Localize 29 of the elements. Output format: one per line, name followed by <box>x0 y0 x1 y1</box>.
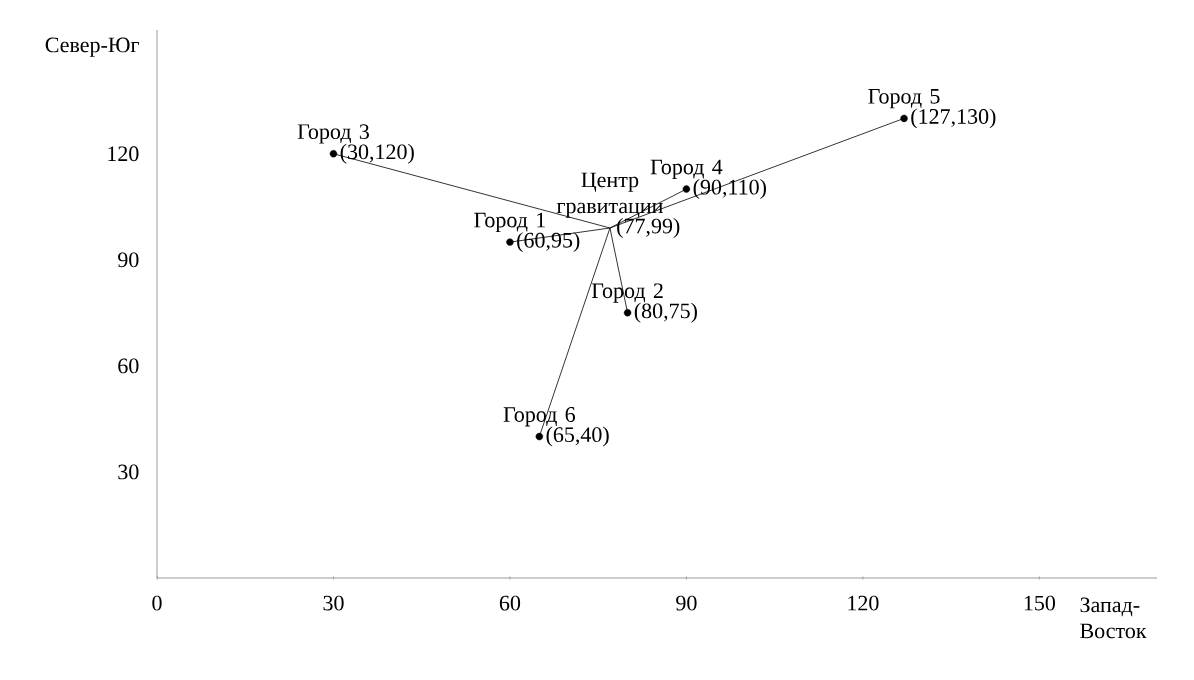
annotation: Город 5 <box>868 89 940 109</box>
annotation: Город 1 <box>474 212 545 232</box>
y-tick-label: 120 <box>108 146 139 162</box>
annotation: (60,95) <box>517 232 580 253</box>
annotation: (127,130) <box>911 108 996 129</box>
point <box>506 238 514 246</box>
y-tick-label: 30 <box>118 464 139 480</box>
annotation: (80,75) <box>634 302 697 323</box>
annotation: Город 2 <box>591 283 663 303</box>
annotation: Город 3 <box>297 124 369 144</box>
y-tick-label: 90 <box>118 252 139 268</box>
x-tick-label: 30 <box>323 595 344 611</box>
point <box>535 432 544 441</box>
x-axis-title: Запад-Восток <box>1080 597 1147 639</box>
point <box>682 185 691 193</box>
point <box>900 114 908 123</box>
x-tick-label: 120 <box>848 595 879 611</box>
x-tick-label: 150 <box>1024 595 1056 611</box>
annotation: (30,120) <box>340 143 414 164</box>
annotation: (65,40) <box>546 426 609 447</box>
point <box>329 150 338 158</box>
x-tick-label: 0 <box>152 595 162 611</box>
x-tick-label: 90 <box>676 595 697 611</box>
x-tick-label: 60 <box>499 595 521 611</box>
annotation: Город 6 <box>503 407 576 427</box>
annotation: (77,99) <box>617 218 680 238</box>
point <box>623 309 632 317</box>
y-tick-label: 60 <box>118 358 139 374</box>
y-axis-title: Север-Юг <box>45 37 139 57</box>
